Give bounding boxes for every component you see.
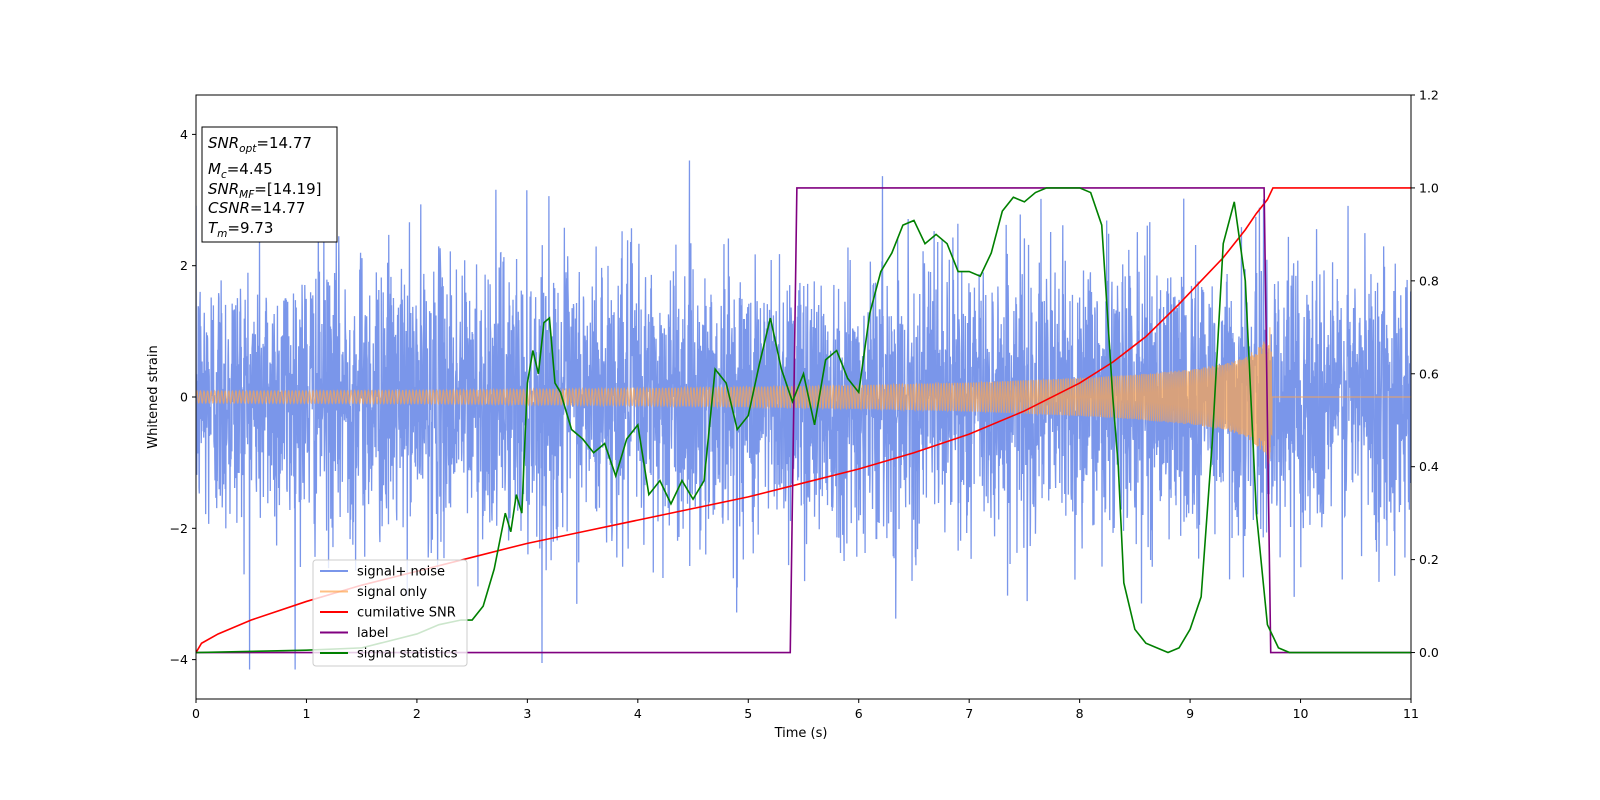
x-tick-label: 8 [1076, 706, 1084, 721]
y2-tick-label: 0.0 [1419, 645, 1439, 660]
y2-tick-label: 0.8 [1419, 273, 1439, 288]
x-tick-label: 2 [413, 706, 421, 721]
y2-tick-label: 0.6 [1419, 366, 1439, 381]
legend-item-signal-only-label: signal only [357, 585, 427, 600]
x-axis-label: Time (s) [774, 726, 828, 741]
y-tick-label: 0 [180, 390, 188, 405]
x-tick-label: 11 [1403, 706, 1419, 721]
info-mc: Mc=4.45 [208, 160, 273, 181]
info-mc-value: =4.45 [227, 160, 273, 178]
x-tick-label: 10 [1293, 706, 1309, 721]
x-tick-label: 9 [1186, 706, 1194, 721]
info-csnr: CSNR=14.77 [208, 199, 305, 217]
info-snr-opt-base: SNR [208, 134, 239, 152]
y2-tick-label: 0.4 [1419, 459, 1439, 474]
y-tick-label: 2 [180, 258, 188, 273]
info-mc-sub: c [221, 169, 227, 181]
y-tick-label: 4 [180, 127, 188, 142]
x-tick-label: 5 [744, 706, 752, 721]
info-snr-opt-value: =14.77 [256, 134, 312, 152]
info-snr-mf-sub: MF [239, 189, 255, 201]
y2-tick-label: 1.0 [1419, 180, 1439, 195]
info-mc-base: M [208, 160, 221, 178]
x-tick-label: 6 [855, 706, 863, 721]
info-tm-value: =9.73 [227, 219, 273, 237]
x-tick-label: 3 [523, 706, 531, 721]
info-snr-opt: SNRopt=14.77 [208, 134, 312, 155]
info-tm-base: T [208, 219, 219, 237]
info-box-frame [201, 126, 338, 243]
info-snr-mf-value: =[14.19] [254, 180, 321, 198]
y-axis-label: Whitened strain [146, 345, 161, 448]
legend-item-label-label: label [357, 626, 388, 641]
y-tick-label: −4 [170, 652, 188, 667]
info-box: SNRopt=14.77 Mc=4.45 SNRMF=[14.19] CSNR=… [201, 126, 338, 243]
y2-tick-label: 1.2 [1419, 88, 1439, 103]
axes-layer: 0 1 2 3 4 5 6 7 8 9 10 11 −4 −2 0 2 4 0.0 0.2 0.4 0.6 0.8 1.0 1… [170, 88, 1439, 722]
legend-item-cumulative-snr-label: cumilative SNR [357, 606, 456, 621]
info-tm: Tm=9.73 [208, 219, 273, 240]
legend-item-signal-plus-noise-label: signal+ noise [357, 565, 445, 580]
legend-frame [312, 559, 468, 667]
legend: signal+ noise signal only cumilative SNR la… [312, 559, 468, 667]
x-tick-label: 4 [634, 706, 642, 721]
info-tm-sub: m [217, 228, 227, 240]
info-snr-mf-base: SNR [208, 180, 239, 198]
y2-tick-label: 0.2 [1419, 552, 1439, 567]
x-tick-label: 1 [302, 706, 310, 721]
x-tick-label: 0 [192, 706, 200, 721]
series-signal-only [196, 327, 1411, 464]
info-csnr-value: =14.77 [250, 199, 306, 217]
info-snr-opt-sub: opt [239, 143, 257, 155]
y-tick-label: −2 [170, 521, 188, 536]
x-tick-label: 7 [965, 706, 973, 721]
info-csnr-base: CSNR [208, 199, 250, 217]
info-snr-mf: SNRMF=[14.19] [208, 180, 322, 201]
series-signal-statistics [196, 187, 1411, 654]
legend-item-signal-statistics-label: signal statistics [357, 647, 458, 662]
